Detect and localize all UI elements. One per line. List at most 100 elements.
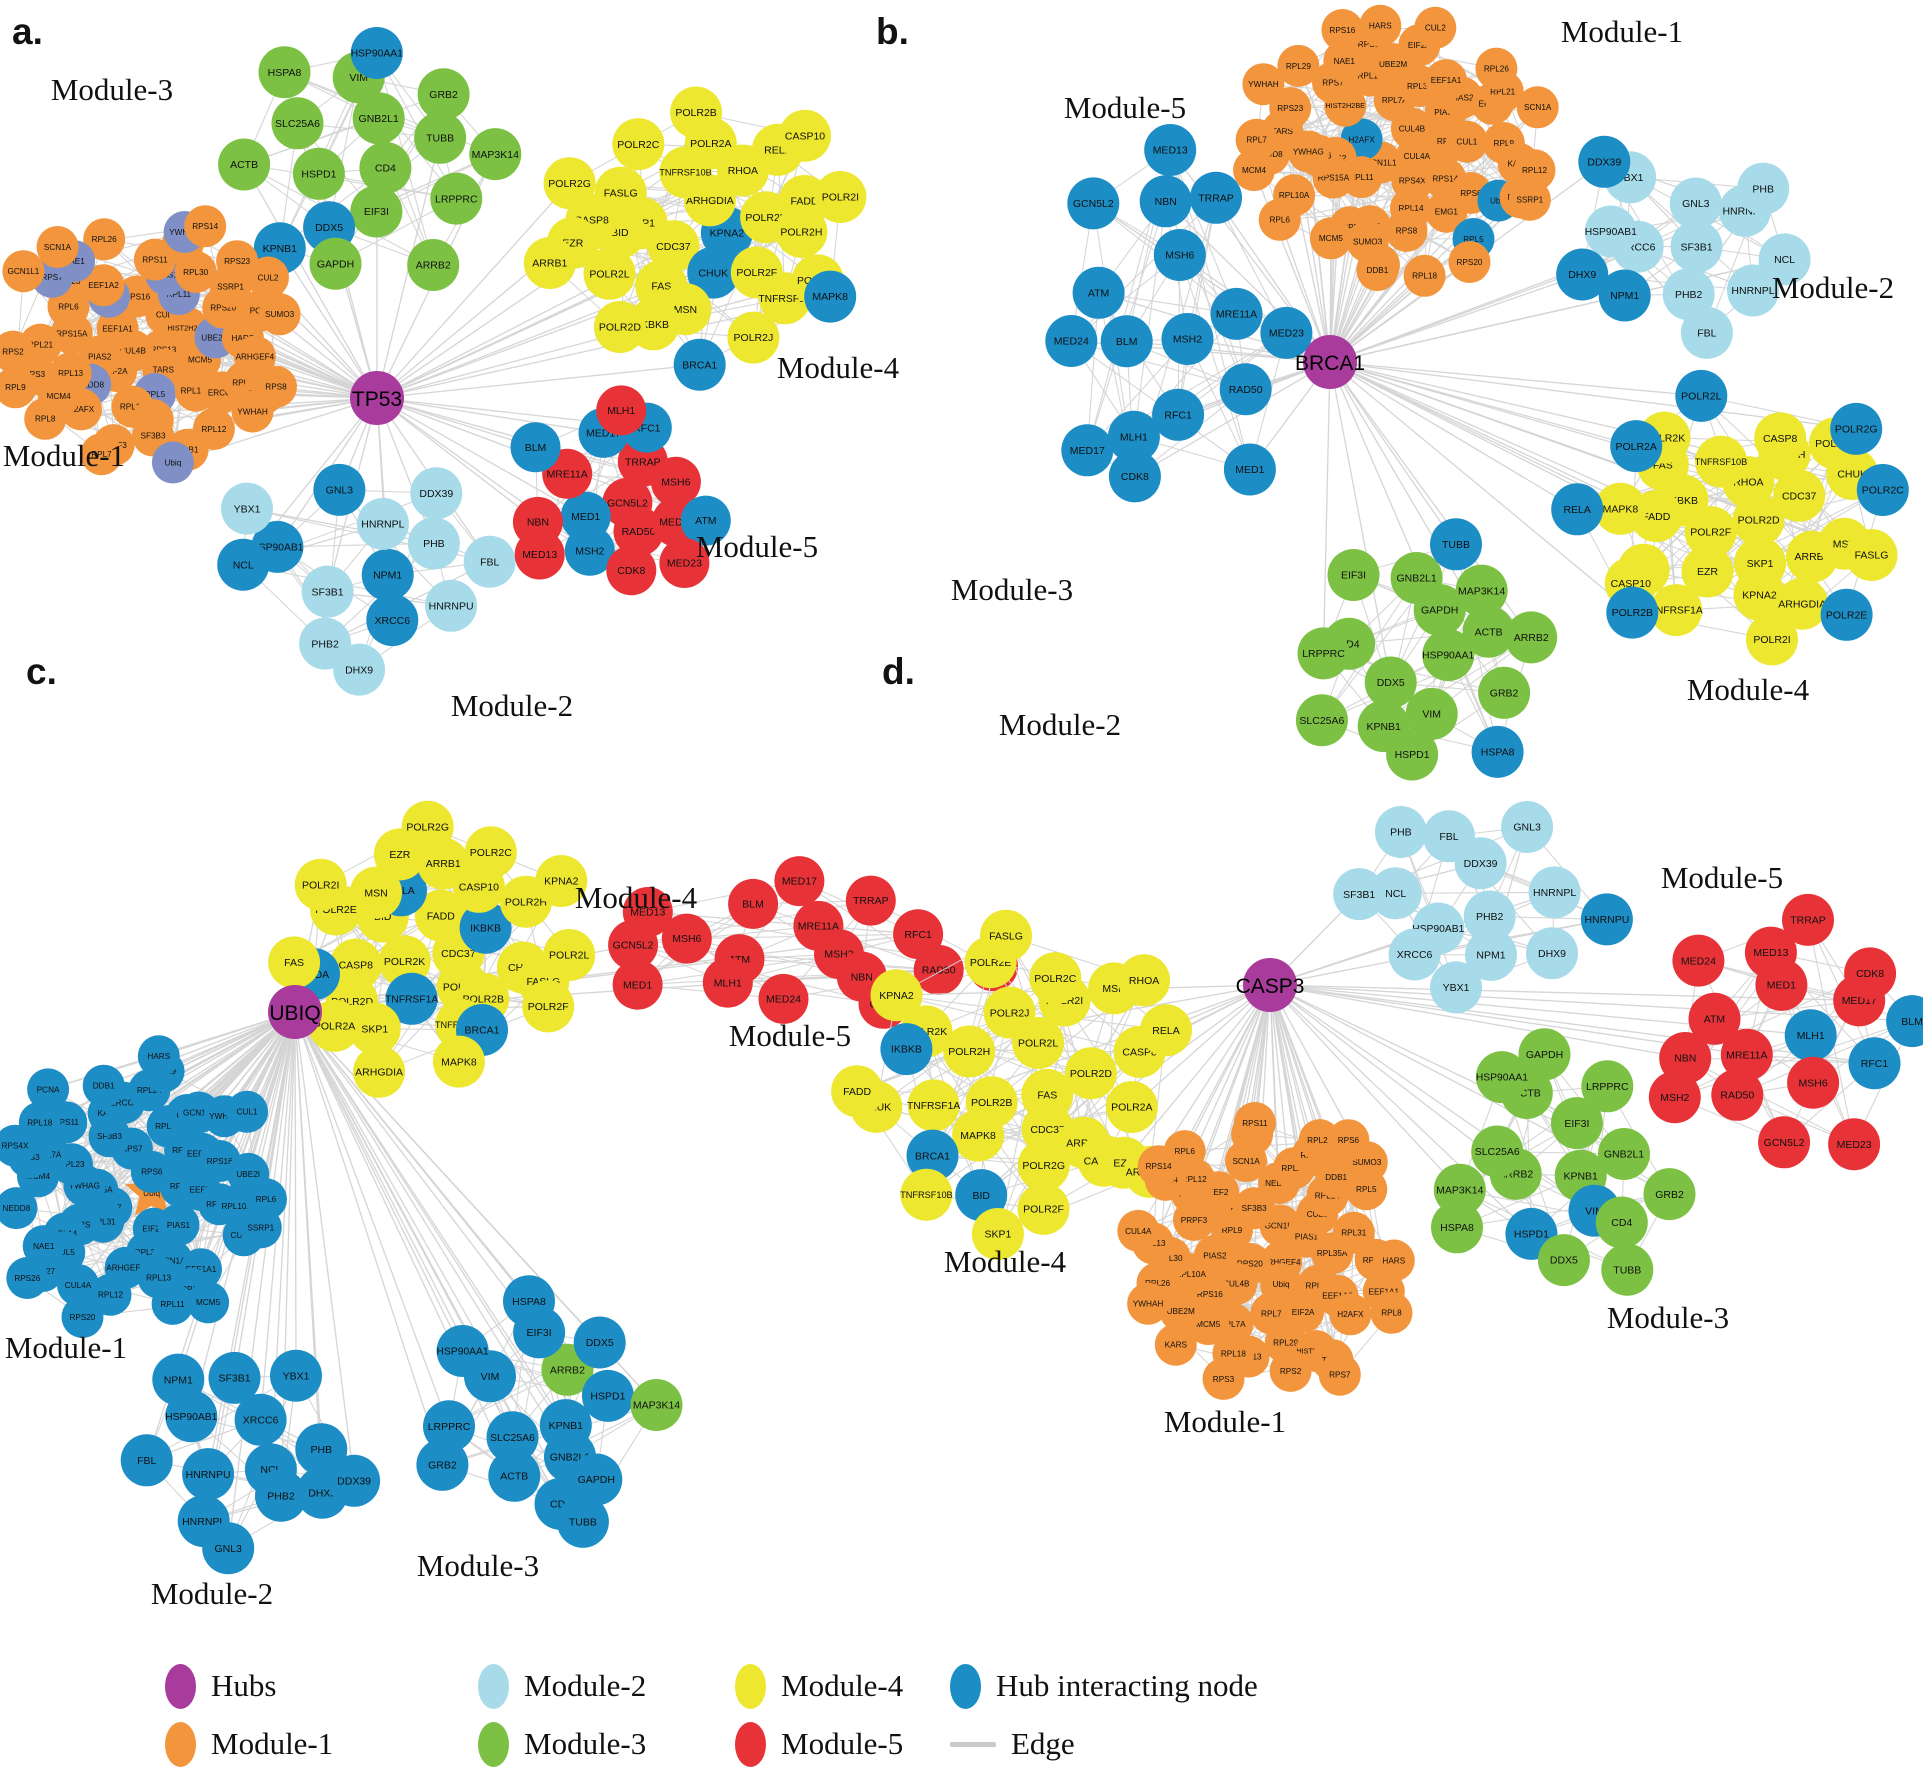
node-NBN[interactable]: NBN	[1659, 1032, 1712, 1084]
node-CUL4A[interactable]: CUL4A	[57, 1264, 99, 1306]
node-NPM1[interactable]: NPM1	[152, 1353, 205, 1406]
node-RPL8[interactable]: RPL8	[24, 397, 67, 440]
node-MSN[interactable]: MSN	[350, 866, 402, 919]
node-POLR2C[interactable]: POLR2C	[1856, 464, 1909, 516]
node-TUBB[interactable]: TUBB	[1601, 1243, 1654, 1296]
node-LRPPRC[interactable]: LRPPRC	[430, 172, 483, 225]
node-GAPDH[interactable]: GAPDH	[309, 237, 362, 290]
hub-BRCA1[interactable]: BRCA1	[1295, 335, 1365, 389]
node-MCM4[interactable]: MCM4	[1233, 149, 1275, 192]
node-DDB1[interactable]: DDB1	[82, 1064, 125, 1107]
node-ACTB[interactable]: ACTB	[218, 138, 271, 191]
node-RPS23[interactable]: RPS23	[216, 240, 259, 283]
node-MRE11A[interactable]: MRE11A	[1210, 287, 1263, 340]
node-RPL7[interactable]: RPL7	[80, 433, 123, 476]
node-MLH1[interactable]: MLH1	[596, 385, 647, 436]
node-CUL4A[interactable]: CUL4A	[1117, 1209, 1160, 1252]
node-NCL[interactable]: NCL	[1758, 233, 1811, 286]
node-RAD50[interactable]: RAD50	[613, 506, 664, 557]
node-XRCC6[interactable]: XRCC6	[234, 1393, 287, 1446]
node-SCN1A[interactable]: SCN1A	[1516, 86, 1559, 129]
node-POLR2G[interactable]: POLR2G	[1830, 402, 1883, 455]
node-SKP1[interactable]: SKP1	[971, 1208, 1024, 1260]
node-MLH1[interactable]: MLH1	[702, 957, 753, 1008]
node-GNL3[interactable]: GNL3	[1501, 801, 1554, 853]
node-NPM1[interactable]: NPM1	[361, 548, 414, 601]
node-SLC25A6[interactable]: SLC25A6	[1471, 1125, 1524, 1178]
node-RPL29[interactable]: RPL29	[1277, 44, 1320, 87]
node-MAP3K14[interactable]: MAP3K14	[1455, 564, 1508, 617]
node-RPS2[interactable]: RPS2	[1269, 1349, 1312, 1392]
node-HSP90AB1[interactable]: HSP90AB1	[1585, 205, 1637, 258]
node-EEF1A1[interactable]: EEF1A1	[1425, 59, 1467, 102]
node-SF3B1[interactable]: SF3B1	[301, 565, 354, 618]
node-RFC1[interactable]: RFC1	[1152, 388, 1205, 441]
node-RPS8[interactable]: RPS8	[255, 365, 297, 408]
node-HARS[interactable]: HARS	[137, 1035, 180, 1078]
node-GCN5L2[interactable]: GCN5L2	[1067, 177, 1120, 230]
node-RPS14[interactable]: RPS14	[1137, 1145, 1180, 1188]
node-HARS[interactable]: HARS	[1359, 4, 1402, 47]
hub-CASP3[interactable]: CASP3	[1236, 958, 1305, 1012]
node-PHB[interactable]: PHB	[1374, 806, 1427, 858]
node-MED1[interactable]: MED1	[612, 959, 663, 1010]
node-RFC1[interactable]: RFC1	[1848, 1037, 1901, 1090]
node-VIM[interactable]: VIM	[1405, 687, 1458, 740]
node-YWHAH[interactable]: YWHAH	[1127, 1282, 1170, 1325]
node-POLR2A[interactable]: POLR2A	[1610, 420, 1663, 473]
node-RPL8[interactable]: RPL8	[1370, 1291, 1413, 1334]
node-Ubiq[interactable]: Ubiq	[151, 441, 194, 484]
node-LRPPRC[interactable]: LRPPRC	[1297, 627, 1350, 680]
node-GNB2L1[interactable]: GNB2L1	[1390, 552, 1443, 604]
node-SLC25A6[interactable]: SLC25A6	[486, 1411, 539, 1464]
node-ARHGDIA[interactable]: ARHGDIA	[1776, 577, 1829, 630]
node-TNFRSF10B[interactable]: TNFRSF10B	[1695, 435, 1748, 488]
node-RPS16[interactable]: RPS16	[1321, 9, 1364, 51]
node-SKP1[interactable]: SKP1	[348, 1002, 401, 1055]
node-POLR2L[interactable]: POLR2L	[583, 247, 636, 300]
node-GNL3[interactable]: GNL3	[1669, 177, 1722, 230]
node-BLM[interactable]: BLM	[728, 878, 779, 929]
node-POLR2C[interactable]: POLR2C	[1029, 952, 1082, 1005]
node-ATM[interactable]: ATM	[1688, 992, 1741, 1045]
node-MED23[interactable]: MED23	[1260, 306, 1313, 359]
node-MED1[interactable]: MED1	[1223, 443, 1276, 496]
node-HSPD1[interactable]: HSPD1	[581, 1369, 634, 1422]
node-FADD[interactable]: FADD	[414, 889, 467, 942]
node-SF3B1[interactable]: SF3B1	[1670, 220, 1723, 273]
node-MLH1[interactable]: MLH1	[1107, 410, 1160, 463]
node-RAD50[interactable]: RAD50	[1711, 1068, 1764, 1121]
node-POLR2G[interactable]: POLR2G	[543, 157, 596, 210]
node-POLR2D[interactable]: POLR2D	[1064, 1047, 1117, 1100]
node-MCM5[interactable]: MCM5	[1309, 217, 1352, 260]
node-CUL1[interactable]: CUL1	[226, 1090, 269, 1133]
node-TUBB[interactable]: TUBB	[1430, 518, 1482, 571]
node-DDB1[interactable]: DDB1	[1356, 249, 1399, 292]
node-LRPPRC[interactable]: LRPPRC	[423, 1400, 475, 1453]
node-DHX9[interactable]: DHX9	[1526, 927, 1578, 980]
node-HSPA8[interactable]: HSPA8	[503, 1275, 555, 1328]
node-MAP3K14[interactable]: MAP3K14	[469, 128, 522, 181]
node-PCNA[interactable]: PCNA	[27, 1068, 70, 1111]
node-RPL11[interactable]: RPL11	[151, 1282, 194, 1325]
node-SLC25A6[interactable]: SLC25A6	[271, 97, 324, 150]
node-HSP90AA1[interactable]: HSP90AA1	[1476, 1051, 1528, 1104]
node-MED24[interactable]: MED24	[1045, 315, 1098, 367]
node-POLR2H[interactable]: POLR2H	[943, 1025, 996, 1078]
node-HSP90AA1[interactable]: HSP90AA1	[351, 27, 403, 79]
node-SSRP1[interactable]: SSRP1	[1508, 178, 1551, 221]
node-MED24[interactable]: MED24	[1672, 934, 1725, 987]
node-PIAS1[interactable]: PIAS1	[157, 1203, 200, 1246]
node-DDX39[interactable]: DDX39	[328, 1454, 381, 1507]
node-EIF2A[interactable]: EIF2A	[1282, 1290, 1325, 1333]
node-EIF3I[interactable]: EIF3I	[1550, 1097, 1603, 1150]
node-FBL[interactable]: FBL	[463, 535, 516, 588]
node-CUL2[interactable]: CUL2	[247, 256, 289, 299]
node-KARS[interactable]: KARS	[1154, 1323, 1197, 1366]
node-RELA[interactable]: RELA	[1551, 483, 1604, 536]
node-MED23[interactable]: MED23	[659, 538, 710, 588]
node-HSPA8[interactable]: HSPA8	[1471, 725, 1524, 778]
node-HNRNPU[interactable]: HNRNPU	[182, 1448, 235, 1501]
node-SF3B1[interactable]: SF3B1	[208, 1351, 261, 1404]
node-DHX9[interactable]: DHX9	[1556, 248, 1609, 301]
